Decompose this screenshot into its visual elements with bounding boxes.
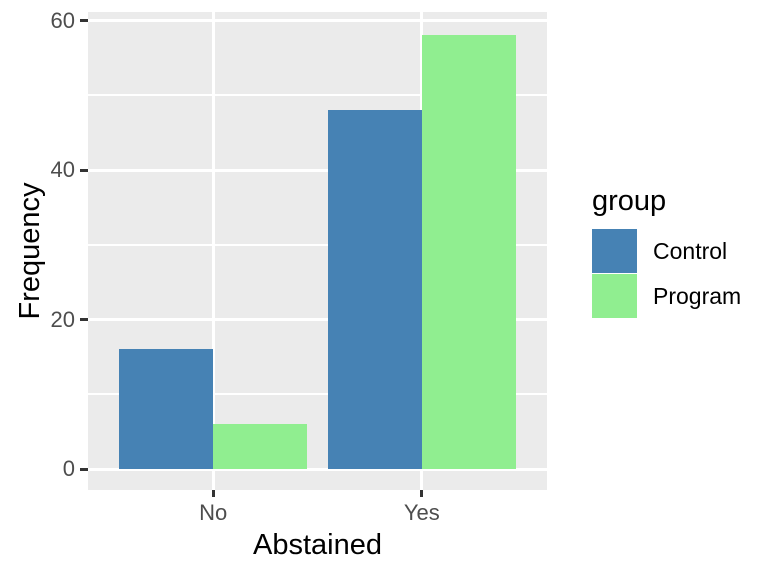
y-tick-label: 20 <box>50 306 75 332</box>
major-gridline <box>88 19 547 22</box>
y-axis-tick <box>80 318 88 321</box>
y-axis-tick <box>80 467 88 471</box>
legend-title: group <box>592 185 667 217</box>
y-tick-label: 40 <box>50 157 75 182</box>
y-tick-label: 60 <box>50 7 75 33</box>
legend-label-control: Control <box>653 237 728 264</box>
legend-item-control: Control <box>592 229 741 273</box>
x-axis-tick <box>211 490 215 497</box>
legend: group Control Program <box>592 184 741 319</box>
legend-item-program: Program <box>592 274 741 318</box>
y-axis-title: Frequency <box>14 182 46 320</box>
major-gridline <box>88 318 547 321</box>
x-tick-label: No <box>199 500 228 525</box>
plot-panel <box>88 12 547 490</box>
major-gridline-vertical <box>211 12 215 490</box>
legend-key-control-swatch <box>592 229 637 273</box>
major-gridline <box>88 168 547 172</box>
minor-gridline <box>88 94 547 97</box>
x-axis-tick <box>420 490 424 497</box>
bar-control-no <box>119 349 214 469</box>
minor-gridline <box>88 243 547 246</box>
legend-label-program: Program <box>653 282 742 309</box>
y-axis-tick <box>80 168 88 172</box>
bar-control-yes <box>327 110 422 469</box>
bar-program-no <box>213 424 308 469</box>
major-gridline <box>88 467 547 471</box>
bar-program-yes <box>421 35 516 469</box>
x-tick-label: Yes <box>403 500 440 525</box>
y-tick-label: 0 <box>62 456 75 481</box>
legend-key-program-swatch <box>592 274 637 318</box>
y-axis-tick <box>80 19 88 22</box>
x-axis-title: Abstained <box>253 529 382 561</box>
minor-gridline <box>88 393 547 396</box>
